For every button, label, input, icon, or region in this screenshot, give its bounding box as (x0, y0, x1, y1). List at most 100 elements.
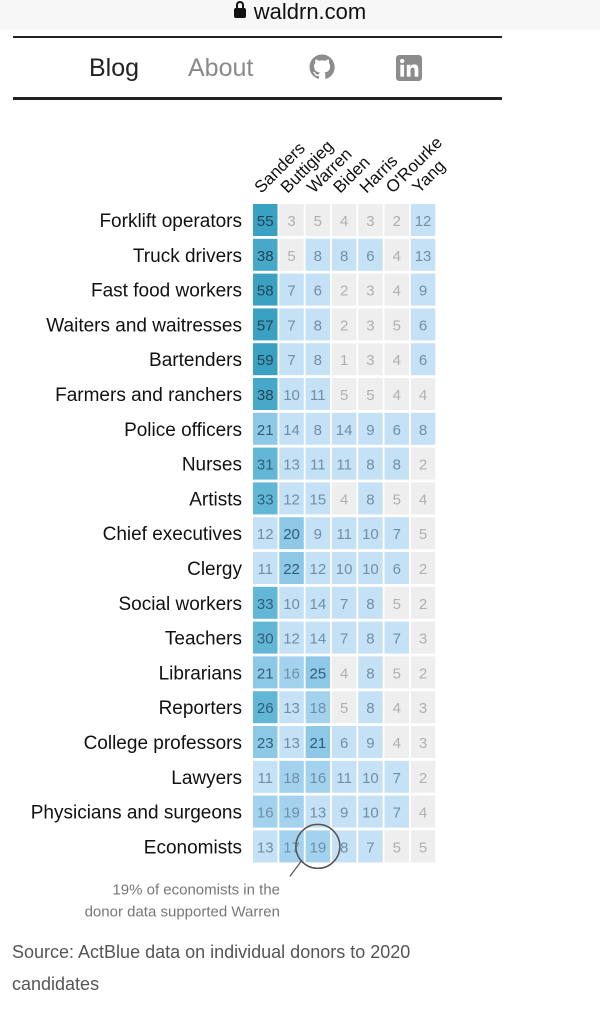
heat-cell-lawyers-harris (358, 760, 383, 793)
cell-value-waiters-and-waitresses-o-rourke: 5 (393, 317, 401, 334)
nav-about-link[interactable]: About (188, 54, 254, 82)
heat-cell-teachers-sanders (253, 621, 278, 654)
nav-blog-link[interactable]: Blog (89, 54, 140, 82)
heat-cell-bartenders-yang (410, 343, 436, 376)
heat-cell-college-professors-yang (410, 726, 436, 758)
heat-cell-artists-biden (331, 482, 357, 515)
cell-value-physicians-and-surgeons-buttigieg: 19 (283, 805, 300, 822)
heat-cell-social-workers-o-rourke (384, 586, 409, 619)
heat-cell-librarians-biden (331, 656, 357, 689)
row-label-teachers: Teachers (165, 629, 242, 650)
cell-value-reporters-sanders: 26 (257, 700, 274, 717)
heat-cell-reporters-o-rourke (384, 691, 409, 724)
cell-value-clergy-sanders: 11 (257, 561, 273, 578)
cell-value-chief-executives-sanders: 12 (257, 526, 274, 543)
cell-value-college-professors-sanders: 23 (257, 735, 274, 752)
cell-value-fast-food-workers-biden: 2 (340, 283, 348, 300)
heat-cell-farmers-and-ranchers-o-rourke (384, 378, 409, 410)
cell-value-college-professors-warren: 21 (310, 735, 327, 752)
cell-value-truck-drivers-buttigieg: 5 (287, 248, 295, 265)
browser-address-bar[interactable]: waldrn.com (0, 0, 600, 30)
cell-value-fast-food-workers-o-rourke: 4 (393, 283, 401, 300)
heat-cell-clergy-buttigieg (279, 552, 304, 584)
heat-cell-economists-biden (331, 830, 357, 863)
cell-value-social-workers-warren: 14 (310, 596, 327, 613)
heat-cell-nurses-harris (358, 447, 383, 480)
heat-cell-waiters-and-waitresses-sanders (253, 308, 278, 341)
heat-cell-bartenders-buttigieg (279, 343, 304, 376)
row-label-artists: Artists (189, 489, 242, 510)
cell-value-librarians-o-rourke: 5 (393, 665, 401, 682)
heat-cell-chief-executives-harris (358, 517, 383, 550)
heat-cell-social-workers-biden (331, 586, 357, 619)
cell-value-librarians-buttigieg: 16 (283, 665, 300, 682)
cell-value-lawyers-o-rourke: 7 (393, 770, 401, 787)
cell-value-clergy-yang: 2 (419, 561, 427, 578)
heat-cell-nurses-sanders (253, 447, 278, 480)
heat-cell-farmers-and-ranchers-biden (331, 378, 357, 410)
heat-cell-librarians-harris (358, 656, 383, 689)
heat-cell-truck-drivers-biden (331, 238, 357, 271)
cell-value-artists-yang: 4 (419, 491, 427, 508)
cell-value-farmers-and-ranchers-o-rourke: 4 (393, 387, 401, 404)
cell-value-librarians-harris: 8 (366, 665, 374, 682)
cell-value-artists-harris: 8 (366, 491, 374, 508)
heat-cell-teachers-warren (305, 621, 331, 654)
cell-value-forklift-operators-harris: 3 (366, 213, 374, 230)
cell-value-waiters-and-waitresses-warren: 8 (314, 317, 322, 334)
row-label-waiters-and-waitresses: Waiters and waitresses (46, 315, 242, 336)
cell-value-social-workers-buttigieg: 10 (283, 596, 300, 613)
cell-value-bartenders-buttigieg: 7 (287, 352, 295, 369)
github-icon[interactable] (309, 54, 335, 80)
heat-cell-nurses-buttigieg (279, 447, 304, 480)
cell-value-physicians-and-surgeons-sanders: 16 (257, 805, 274, 822)
url-display[interactable]: waldrn.com (0, 0, 600, 28)
cell-value-police-officers-yang: 8 (419, 422, 427, 439)
heat-cell-fast-food-workers-o-rourke (384, 273, 409, 306)
cell-value-waiters-and-waitresses-buttigieg: 7 (287, 317, 295, 334)
heat-cell-farmers-and-ranchers-buttigieg (279, 378, 304, 410)
heat-cell-reporters-harris (358, 691, 383, 724)
cell-value-farmers-and-ranchers-buttigieg: 10 (283, 387, 300, 404)
cell-value-lawyers-warren: 16 (310, 770, 327, 787)
heat-cell-chief-executives-buttigieg (279, 517, 304, 550)
heat-cell-nurses-o-rourke (384, 447, 409, 480)
cell-value-lawyers-harris: 10 (362, 770, 379, 787)
heat-cell-artists-warren (305, 482, 331, 515)
heat-cell-farmers-and-ranchers-sanders (253, 378, 278, 410)
row-label-bartenders: Bartenders (149, 350, 242, 371)
cell-value-nurses-biden: 11 (336, 457, 352, 474)
cell-value-farmers-and-ranchers-harris: 5 (366, 387, 374, 404)
cell-value-reporters-harris: 8 (366, 700, 374, 717)
heat-cell-truck-drivers-buttigieg (279, 238, 304, 271)
heat-cell-teachers-yang (410, 621, 436, 654)
cell-value-waiters-and-waitresses-biden: 2 (340, 317, 348, 334)
linkedin-icon[interactable] (396, 55, 422, 81)
heat-cell-forklift-operators-sanders (253, 204, 278, 236)
heat-cell-nurses-yang (410, 447, 436, 480)
cell-value-reporters-warren: 18 (310, 700, 327, 717)
heat-cell-librarians-yang (410, 656, 436, 689)
cell-value-waiters-and-waitresses-yang: 6 (419, 317, 427, 334)
cell-value-bartenders-yang: 6 (419, 352, 427, 369)
heat-cell-teachers-harris (358, 621, 383, 654)
cell-value-clergy-harris: 10 (362, 561, 379, 578)
cell-value-bartenders-o-rourke: 4 (393, 352, 401, 369)
cell-value-lawyers-yang: 2 (419, 770, 427, 787)
heat-cell-police-officers-buttigieg (279, 412, 304, 445)
cell-value-forklift-operators-sanders: 55 (257, 213, 274, 230)
cell-value-truck-drivers-o-rourke: 4 (393, 248, 401, 265)
cell-value-farmers-and-ranchers-biden: 5 (340, 387, 348, 404)
cell-value-bartenders-harris: 3 (366, 352, 374, 369)
cell-value-police-officers-buttigieg: 14 (283, 422, 300, 439)
cell-value-librarians-biden: 4 (340, 665, 348, 682)
row-label-economists: Economists (144, 837, 242, 858)
cell-value-nurses-buttigieg: 13 (283, 457, 300, 474)
heat-cell-physicians-and-surgeons-o-rourke (384, 795, 409, 828)
cell-value-bartenders-sanders: 59 (257, 352, 274, 369)
heat-cell-nurses-biden (331, 447, 357, 480)
row-label-farmers-and-ranchers: Farmers and ranchers (55, 385, 242, 406)
row-label-librarians: Librarians (159, 663, 242, 684)
cell-value-farmers-and-ranchers-sanders: 38 (257, 387, 274, 404)
cell-value-truck-drivers-warren: 8 (314, 248, 322, 265)
